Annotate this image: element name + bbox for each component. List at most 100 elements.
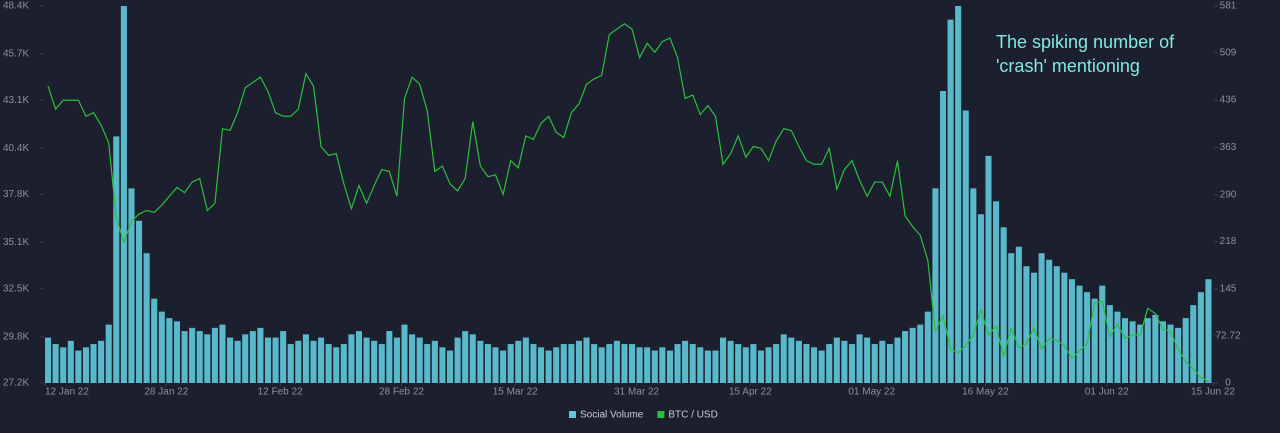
y-tick-label: 35.1K [3,237,29,248]
bar [606,344,613,383]
bar [333,347,340,383]
bar [1197,292,1204,383]
bar [1076,285,1083,383]
bar [348,334,355,383]
bar [537,347,545,383]
bar [909,327,916,383]
bar [500,350,507,383]
bar [242,334,249,383]
bar [833,337,840,383]
bar [591,344,598,383]
bar [393,337,400,383]
bar [158,311,165,383]
bar [689,344,696,383]
y-tick-label: 32.5K [3,283,29,294]
bar [871,344,878,383]
legend-swatch [657,411,665,418]
bar [318,337,325,383]
bar [45,337,52,383]
bar [484,344,491,383]
bar [52,344,59,383]
bar [826,344,833,383]
bar [1137,324,1144,383]
bar [340,344,347,383]
bar [1061,272,1068,383]
bar [795,340,802,383]
bar [545,350,552,383]
bar [1000,227,1007,383]
bar [674,344,681,383]
bar [1015,246,1022,383]
x-tick-label: 28 Jan 22 [144,387,188,398]
y2-tick-label: 290 [1220,189,1237,200]
y-tick-label: 48.4K [3,1,29,12]
bar [720,337,727,383]
x-tick-label: 16 May 22 [962,387,1009,398]
bar [151,298,158,383]
x-tick-label: 15 Apr 22 [729,387,772,398]
bar [227,337,234,383]
bar [939,91,947,383]
bar [295,340,302,383]
bar [60,347,67,383]
bar [894,337,901,383]
bar [985,155,992,383]
bar [1023,266,1030,383]
bar [568,344,575,383]
x-tick-label: 15 Mar 22 [493,387,538,398]
y-tick-label: 40.4K [3,143,29,154]
bar [136,220,143,383]
bar [515,340,522,383]
bar [302,334,309,383]
bar [970,188,977,383]
bar [629,344,636,383]
bar [90,344,97,383]
bar [765,347,772,383]
bar [1106,305,1113,383]
bar [1008,253,1015,383]
annotation: 'crash' mentioning [996,56,1140,76]
bar [1159,321,1166,383]
bar [1038,253,1045,383]
bar [864,337,871,383]
bar [788,337,795,383]
bar [325,344,332,383]
y2-tick-label: 0 [1225,378,1231,389]
bar [818,350,825,383]
bar [431,340,438,383]
bar [993,201,1000,383]
bar [401,324,408,383]
bar [211,327,218,383]
bar [181,331,188,383]
bar [272,337,279,383]
bar [1099,285,1106,383]
bar [386,331,393,383]
bar [173,321,181,383]
bar [742,347,749,383]
bar [1046,259,1053,383]
bar [757,350,765,383]
bar [446,350,454,383]
bar [697,347,704,383]
bar [166,318,173,383]
bar [310,340,317,383]
bar [924,311,931,383]
bar [553,347,560,383]
bar [264,337,272,383]
bar [75,350,82,383]
bar [704,350,711,383]
bar [1182,318,1189,383]
bar [962,110,969,383]
bar [575,340,582,383]
bar [727,340,734,383]
bar [613,340,620,383]
bar [879,340,886,383]
bar [128,188,135,383]
bar [143,253,150,383]
bar [583,337,590,383]
bar [416,337,423,383]
y-tick-label: 37.8K [3,189,29,200]
bar [947,19,954,384]
bar [1114,311,1121,383]
bar [932,188,939,383]
